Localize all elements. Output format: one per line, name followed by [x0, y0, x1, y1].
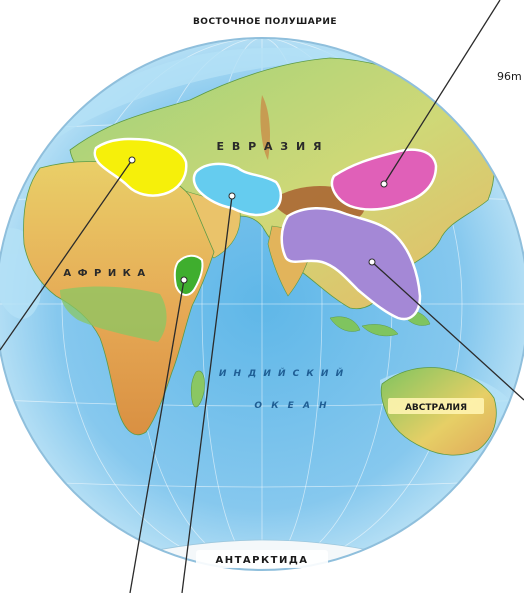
ural-range	[260, 95, 270, 160]
madagascar	[190, 370, 205, 408]
antarctica-label-box: АНТАРКТИДА	[196, 550, 328, 568]
label-indian-ocean-1: И Н Д И Й С К И Й	[219, 367, 345, 379]
highlight-south-east-asia	[280, 207, 422, 321]
label-africa: А Ф Р И К А	[63, 268, 146, 279]
pointer-dots	[128, 156, 388, 284]
header-banner: ВОСТОЧНОЕ ПОЛУШАРИЕ	[180, 10, 350, 30]
globe-outline	[0, 37, 524, 571]
highlight-central-asia-east	[330, 148, 438, 211]
highlight-horn-of-africa	[173, 254, 204, 296]
pointer-line-horn-of-africa	[129, 279, 185, 593]
pointer-line-mediterranean	[0, 159, 133, 351]
australia-label-box: АВСТРАЛИЯ	[388, 398, 484, 414]
highlight-arabian-gulf	[192, 162, 283, 217]
label-eurasia: Е В Р А З И Я	[217, 140, 324, 153]
map-header-title: ВОСТОЧНОЕ ПОЛУШАРИЕ	[193, 17, 337, 27]
pointer-line-arabian-gulf	[181, 195, 233, 593]
edge-label: 96m	[497, 70, 522, 83]
pointer-line-central-asia-east	[383, 0, 501, 185]
label-antarctica: АНТАРКТИДА	[215, 555, 308, 566]
label-australia: АВСТРАЛИЯ	[405, 403, 467, 413]
pointer-line-south-east-asia	[371, 261, 524, 401]
label-indian-ocean-2: О К Е А Н	[254, 401, 329, 411]
africa-green-belt	[60, 286, 167, 342]
highlight-mediterranean	[93, 137, 188, 197]
